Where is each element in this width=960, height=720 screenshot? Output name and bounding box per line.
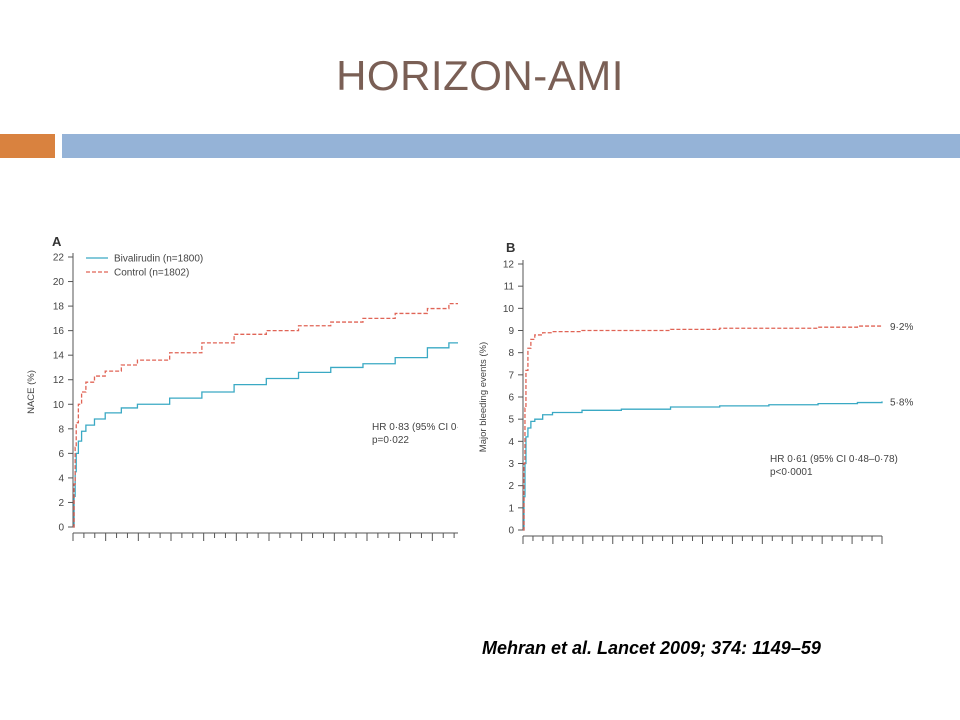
chart-b-background xyxy=(458,228,886,554)
chart-b-y-tick-label: 2 xyxy=(508,481,514,492)
chart-a-y-tick-label: 8 xyxy=(58,424,64,435)
chart-b-y-tick-label: 3 xyxy=(508,459,514,470)
chart-a-y-tick-label: 10 xyxy=(53,400,65,411)
chart-a-legend-label: Bivalirudin (n=1800) xyxy=(114,254,203,265)
chart-a-series-control-line xyxy=(73,302,466,528)
chart-b-y-tick-label: 11 xyxy=(504,282,515,293)
chart-a-y-tick-label: 22 xyxy=(53,253,65,264)
chart-a-y-tick-label: 18 xyxy=(53,302,65,313)
chart-a-background xyxy=(4,222,469,551)
chart-a-panel-label: A xyxy=(52,234,62,249)
chart-a-annotation: p=0·022 xyxy=(372,435,409,446)
chart-b-y-tick-label: 4 xyxy=(508,437,514,448)
chart-b-y-tick-label: 12 xyxy=(503,260,515,271)
chart-a-legend-label: Control (n=1802) xyxy=(114,268,189,279)
chart-b-y-tick-label: 6 xyxy=(508,393,514,404)
chart-a-series-bivalirudin-line xyxy=(73,338,466,528)
chart-a-y-axis-label: NACE (%) xyxy=(26,370,37,414)
chart-a-y-tick-label: 16 xyxy=(53,326,65,337)
chart-b-end-label: 9·2% xyxy=(890,322,913,333)
citation: Mehran et al. Lancet 2009; 374: 1149–59 xyxy=(482,638,821,658)
chart-b-y-tick-label: 5 xyxy=(508,415,514,426)
chart-a-annotation: HR 0·83 (95% CI 0·71–0·97) xyxy=(372,422,500,433)
chart-a-y-tick-label: 2 xyxy=(58,498,64,509)
chart-b-series-bivalirudin-line xyxy=(523,401,883,531)
slide-title: HORIZON-AMI xyxy=(336,52,624,99)
accent-bar-blue xyxy=(62,134,960,158)
chart-a-y-tick-label: 0 xyxy=(58,523,64,534)
chart-a-y-tick-label: 12 xyxy=(53,375,65,386)
chart-b-y-axis-label: Major bleeding events (%) xyxy=(478,342,489,452)
chart-a-y-tick-label: 6 xyxy=(58,449,64,460)
chart-b-y-tick-label: 1 xyxy=(508,503,514,514)
chart-a-y-tick-label: 4 xyxy=(58,473,64,484)
chart-a-y-tick-label: 20 xyxy=(53,277,65,288)
accent-bar-orange xyxy=(0,134,55,158)
chart-b-y-tick-label: 0 xyxy=(508,526,514,537)
chart-b-y-tick-label: 9 xyxy=(508,326,514,337)
chart-b-y-tick-label: 8 xyxy=(508,348,514,359)
chart-b-y-tick-label: 10 xyxy=(503,304,515,315)
chart-a-y-tick-label: 14 xyxy=(53,351,65,362)
chart-b-end-label: 5·8% xyxy=(890,397,913,408)
chart-b-panel-label: B xyxy=(506,240,515,255)
chart-b-y-tick-label: 7 xyxy=(508,370,514,381)
chart-b-annotation: HR 0·61 (95% CI 0·48–0·78) xyxy=(770,454,898,465)
chart-b-annotation: p<0·0001 xyxy=(770,467,813,478)
